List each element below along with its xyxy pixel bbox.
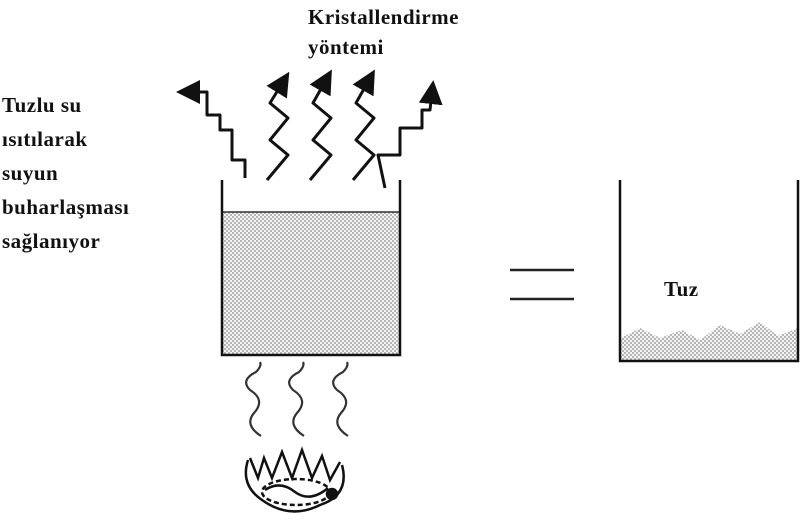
equals-sign <box>510 268 574 301</box>
vapor-arrow <box>176 80 247 178</box>
process-line: ısıtılarak <box>2 127 88 151</box>
process-line: Tuzlu su <box>2 93 82 117</box>
process-line: sağlanıyor <box>2 229 101 253</box>
vapor-arrow <box>265 71 290 181</box>
salt-crystals <box>621 322 798 360</box>
vapor-arrow <box>308 69 333 181</box>
vapor-arrow <box>351 69 376 181</box>
container-with-salt <box>618 180 800 363</box>
process-line: buharlaşması <box>2 195 130 219</box>
beaker-with-salt-water <box>220 180 402 357</box>
burner-flame-icon <box>244 446 345 513</box>
heat-wave <box>288 361 305 437</box>
process-description: Tuzlu su ısıtılarak suyun buharlaşması s… <box>2 88 129 258</box>
container-outline <box>618 180 800 363</box>
method-title: Kristallendirme yöntemi <box>308 2 459 62</box>
vapor-arrow <box>376 80 443 189</box>
beaker-outline <box>220 180 402 357</box>
heat-wave <box>245 361 262 437</box>
heat-waves <box>245 361 349 437</box>
salt-label: Tuz <box>664 277 699 301</box>
vapor-arrows <box>176 69 443 189</box>
heat-wave <box>332 361 349 437</box>
process-line: suyun <box>2 161 59 185</box>
method-title-line: Kristallendirme <box>308 5 459 29</box>
salt-water <box>222 212 400 354</box>
method-title-line: yöntemi <box>308 35 384 59</box>
